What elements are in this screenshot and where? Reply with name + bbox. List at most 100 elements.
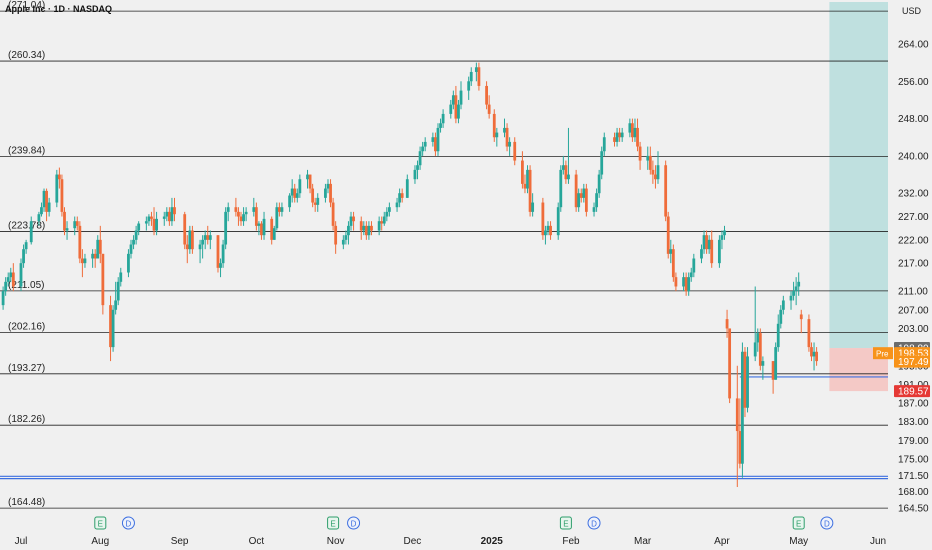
candle	[73, 216, 77, 236]
candle	[674, 272, 678, 292]
candle	[600, 146, 604, 180]
candle-body	[6, 277, 10, 282]
candle	[324, 183, 327, 203]
candle	[720, 230, 724, 250]
currency-label[interactable]: USD	[902, 6, 922, 16]
earnings-marker-label: E	[796, 520, 801, 529]
candle	[725, 309, 729, 338]
candle	[349, 211, 353, 231]
candle-body	[244, 211, 248, 215]
candle-body	[541, 202, 545, 236]
candle-body	[349, 216, 353, 226]
candle	[457, 99, 460, 124]
candle-body	[167, 211, 171, 222]
dividend-marker-label: D	[591, 520, 597, 529]
price-tag	[894, 385, 930, 398]
candle	[91, 249, 95, 268]
candle	[400, 188, 404, 203]
candle-body	[352, 216, 355, 222]
candle	[293, 183, 297, 203]
candle	[40, 202, 43, 217]
price-tag-prefix	[873, 347, 893, 360]
candle-body	[326, 183, 330, 189]
candle	[132, 235, 135, 250]
candle	[738, 398, 742, 469]
candle-body	[60, 179, 64, 212]
candle	[208, 230, 212, 250]
candle-body	[807, 319, 811, 348]
candle-body	[774, 347, 778, 380]
candle	[359, 216, 363, 240]
candle	[656, 151, 660, 184]
candle	[521, 151, 524, 189]
candle	[741, 342, 744, 478]
candlestick-series	[1, 62, 819, 488]
candle	[469, 67, 473, 86]
candle	[423, 137, 427, 152]
candle-body	[272, 228, 276, 240]
candle-body	[521, 160, 524, 184]
level-label: (223.78)	[8, 221, 45, 232]
candle-body	[313, 202, 317, 205]
candle-body	[405, 179, 409, 198]
candle-body	[216, 235, 220, 268]
level-label: (239.84)	[8, 146, 45, 157]
candle	[651, 160, 655, 184]
candle	[55, 169, 59, 208]
candle-body	[474, 67, 478, 72]
candle	[306, 169, 309, 189]
x-tick-label: Feb	[562, 536, 580, 547]
candle-body	[275, 207, 279, 229]
candle-body	[395, 202, 399, 208]
candle-body	[597, 174, 601, 194]
candle	[380, 216, 384, 231]
candle-body	[127, 253, 130, 273]
earnings-marker-label: E	[98, 520, 103, 529]
candle	[385, 207, 389, 222]
candle	[467, 76, 471, 100]
price-scale-panel[interactable]	[888, 0, 932, 550]
candle-body	[242, 214, 245, 222]
candle-body	[226, 207, 230, 212]
candle-body	[544, 230, 547, 236]
candle-body	[45, 190, 48, 212]
level-label: (193.27)	[8, 363, 45, 374]
candle-body	[9, 272, 13, 278]
candle-body	[4, 281, 8, 292]
candle	[431, 132, 435, 147]
candle-body	[469, 71, 473, 82]
level-label: (211.05)	[8, 280, 45, 291]
candle-body	[295, 193, 299, 198]
candle	[549, 221, 552, 240]
earnings-marker	[327, 516, 340, 530]
candle	[395, 197, 399, 212]
candle-body	[377, 221, 381, 231]
candle	[779, 305, 783, 329]
candle	[150, 211, 153, 226]
candle-body	[720, 235, 724, 240]
candle-body	[237, 211, 240, 217]
candle-body	[119, 272, 123, 282]
candle-body	[441, 113, 445, 124]
candle-body	[574, 174, 578, 208]
candle-body	[812, 351, 816, 357]
candle-body	[387, 207, 391, 212]
dividend-marker-label: D	[126, 520, 132, 529]
candle-body	[347, 225, 350, 236]
candle	[485, 81, 488, 110]
candle	[398, 188, 402, 208]
candle	[503, 118, 506, 138]
candle-body	[523, 183, 527, 189]
candle	[556, 202, 560, 240]
candle-body	[203, 235, 207, 240]
candle	[620, 127, 624, 142]
candle	[234, 197, 238, 217]
candle-body	[413, 169, 417, 180]
candle-body	[705, 235, 708, 250]
candle-body	[669, 249, 673, 254]
candle-body	[11, 272, 15, 287]
candle	[692, 253, 696, 278]
candle-body	[738, 431, 742, 464]
candle	[592, 202, 596, 217]
